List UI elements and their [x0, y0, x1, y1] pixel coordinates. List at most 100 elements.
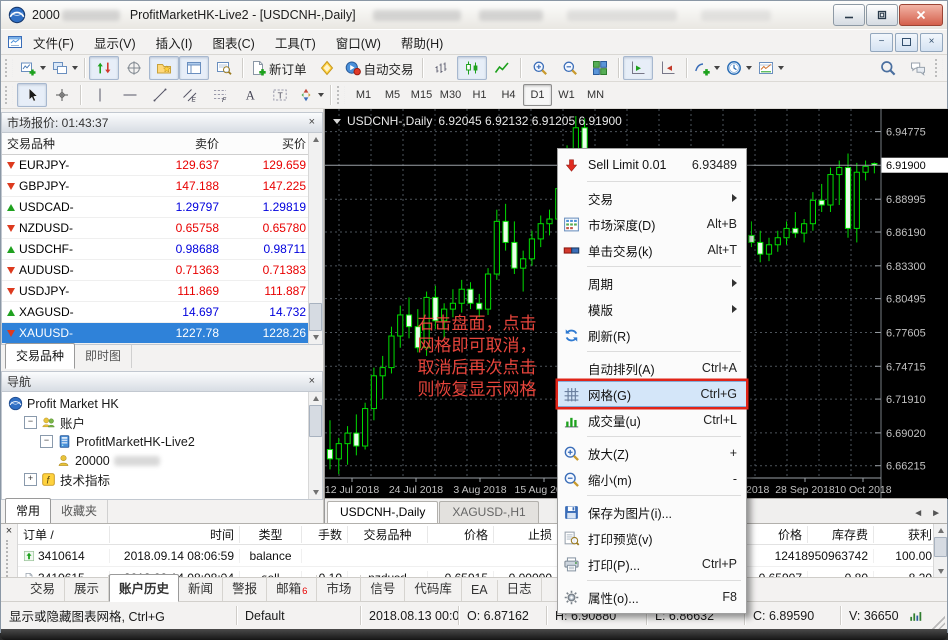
- navigator-tab[interactable]: 收藏夹: [51, 499, 108, 523]
- context-menu-item[interactable]: 周期: [558, 270, 746, 296]
- column-header[interactable]: 订单 /: [18, 526, 110, 543]
- context-menu-item[interactable]: 单击交易(k)Alt+T: [558, 237, 746, 263]
- collapse-icon[interactable]: −: [40, 435, 53, 448]
- timeframe-h1[interactable]: H1: [465, 84, 494, 106]
- search-button[interactable]: [873, 56, 903, 80]
- context-menu-item[interactable]: 模版: [558, 296, 746, 322]
- profiles-button[interactable]: [49, 56, 81, 80]
- context-menu-item[interactable]: 缩小(m)-: [558, 466, 746, 492]
- drag-handle[interactable]: [6, 540, 12, 577]
- scroll-up-icon[interactable]: [934, 524, 947, 537]
- terminal-tab[interactable]: 交易: [21, 575, 65, 601]
- zoom-out-button[interactable]: [555, 56, 585, 80]
- close-button[interactable]: [899, 4, 943, 26]
- chart-tab-scroll[interactable]: ◄►: [913, 508, 941, 523]
- terminal-tab[interactable]: 展示: [65, 575, 109, 601]
- navigator-button[interactable]: [149, 56, 179, 80]
- column-header[interactable]: 库存费: [808, 526, 874, 543]
- column-header[interactable]: 手数: [302, 526, 348, 543]
- menubar-item[interactable]: 显示(V): [84, 30, 146, 55]
- timeframe-d1[interactable]: D1: [523, 84, 552, 106]
- toolbar-grip[interactable]: [935, 59, 943, 77]
- shift-button[interactable]: [653, 56, 683, 80]
- child-restore-button[interactable]: [895, 33, 918, 52]
- menubar-item[interactable]: 插入(I): [146, 30, 203, 55]
- scroll-down-icon[interactable]: [309, 331, 322, 344]
- community-button[interactable]: [903, 56, 933, 80]
- chevron-down-icon[interactable]: [40, 66, 46, 70]
- terminal-tab[interactable]: 账户历史: [109, 574, 179, 602]
- context-menu-item[interactable]: 属性(o)...F8: [558, 584, 746, 610]
- shapes-button[interactable]: [295, 83, 327, 107]
- scroll-right-icon[interactable]: ►: [931, 508, 941, 519]
- tile-button[interactable]: [585, 56, 615, 80]
- chevron-down-icon[interactable]: [778, 66, 784, 70]
- channel-button[interactable]: E: [175, 83, 205, 107]
- menubar-item[interactable]: 窗口(W): [326, 30, 391, 55]
- nav-item[interactable]: −账户: [2, 413, 322, 432]
- scrollbar-thumb[interactable]: [309, 303, 322, 331]
- column-header[interactable]: 价格: [428, 526, 494, 543]
- navigator-scrollbar[interactable]: [308, 392, 322, 499]
- market-watch-tab[interactable]: 即时图: [75, 344, 132, 368]
- autoscroll-button[interactable]: [623, 56, 653, 80]
- text-a-button[interactable]: A: [235, 83, 265, 107]
- navigator-tab[interactable]: 常用: [5, 498, 51, 524]
- column-header[interactable]: 交易品种: [348, 526, 428, 543]
- linechart-button[interactable]: [487, 56, 517, 80]
- terminal-tab[interactable]: 新闻: [179, 575, 223, 601]
- chevron-down-icon[interactable]: [333, 119, 341, 124]
- candles-button[interactable]: [457, 56, 487, 80]
- context-menu-item[interactable]: 交易: [558, 185, 746, 211]
- minimize-button[interactable]: [833, 4, 865, 26]
- close-icon[interactable]: ×: [307, 117, 317, 128]
- market-watch-tab[interactable]: 交易品种: [5, 343, 75, 369]
- close-icon[interactable]: ×: [6, 526, 12, 537]
- fibo-button[interactable]: F: [205, 83, 235, 107]
- timeframe-m30[interactable]: M30: [436, 84, 465, 106]
- nav-item[interactable]: 20000: [2, 451, 322, 470]
- autotrade-button[interactable]: 自动交易: [342, 56, 419, 80]
- trendline-button[interactable]: [145, 83, 175, 107]
- nav-item[interactable]: −ProfitMarketHK-Live2: [2, 432, 322, 451]
- timeframe-mn[interactable]: MN: [581, 84, 610, 106]
- hline-button[interactable]: [115, 83, 145, 107]
- vline-button[interactable]: [85, 83, 115, 107]
- child-close-button[interactable]: ×: [920, 33, 943, 52]
- market-watch-button[interactable]: [89, 56, 119, 80]
- nav-item[interactable]: Profit Market HK: [2, 394, 322, 413]
- terminal-tab[interactable]: 代码库: [405, 575, 462, 601]
- chart-tab[interactable]: XAGUSD-,H1: [439, 501, 538, 523]
- scroll-up-icon[interactable]: [309, 392, 322, 405]
- expand-icon[interactable]: +: [24, 473, 37, 486]
- metaeditor-button[interactable]: [312, 56, 342, 80]
- context-menu-item-grid[interactable]: 网格(G)Ctrl+G: [558, 381, 746, 407]
- column-header[interactable]: 获利: [874, 526, 938, 543]
- context-menu-item[interactable]: 市场深度(D)Alt+B: [558, 211, 746, 237]
- scrollbar-thumb[interactable]: [934, 537, 947, 557]
- column-header[interactable]: 时间: [110, 526, 240, 543]
- terminal-scrollbar[interactable]: [933, 524, 947, 578]
- toolbar-grip[interactable]: [5, 59, 13, 77]
- menubar-item[interactable]: 工具(T): [265, 30, 326, 55]
- close-icon[interactable]: ×: [307, 376, 317, 387]
- terminal-tab[interactable]: 市场: [317, 575, 361, 601]
- chevron-down-icon[interactable]: [746, 66, 752, 70]
- indicators-button[interactable]: [691, 56, 723, 80]
- templates-button[interactable]: [755, 56, 787, 80]
- terminal-tab[interactable]: 信号: [361, 575, 405, 601]
- column-ask[interactable]: 买价: [226, 135, 313, 152]
- periods-button[interactable]: [723, 56, 755, 80]
- context-menu-item[interactable]: 保存为图片(i)...: [558, 499, 746, 525]
- scrollbar-thumb[interactable]: [309, 405, 322, 437]
